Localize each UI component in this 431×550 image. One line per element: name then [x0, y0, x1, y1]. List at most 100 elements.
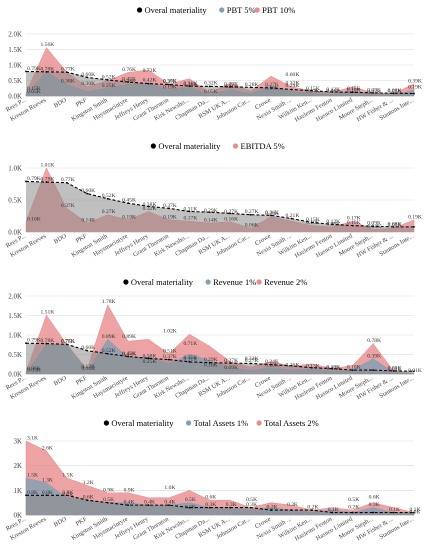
data-label: 0.28K: [183, 82, 197, 88]
materiality-point: [229, 362, 232, 364]
data-label: 0.1K: [389, 507, 400, 513]
data-label: 0.3K: [369, 502, 380, 508]
materiality-point: [208, 506, 211, 509]
materiality-point: [413, 511, 415, 514]
data-label: 0.3K: [205, 502, 216, 508]
data-label: 0.25K: [102, 83, 116, 89]
materiality-point: [392, 369, 395, 372]
data-label: 0.7K: [62, 492, 73, 498]
data-label: 0.16K: [265, 362, 279, 368]
data-label: 0.19K: [408, 214, 422, 220]
materiality-point: [331, 511, 334, 514]
data-label: 0.19K: [163, 85, 177, 91]
data-label: 0.60K: [81, 345, 95, 351]
materiality-point: [127, 504, 130, 507]
data-label: 0.06K: [27, 366, 41, 372]
data-label: 0.27K: [224, 209, 238, 215]
materiality-point: [106, 501, 109, 504]
data-label: 1.02K: [163, 329, 177, 335]
materiality-point: [168, 358, 170, 361]
data-label: 0.52K: [102, 74, 116, 80]
data-label: 0.16K: [224, 216, 238, 222]
data-label: 0.15K: [347, 86, 361, 92]
y-tick-label: 2K: [13, 462, 22, 470]
data-label: 0.5K: [348, 497, 359, 503]
data-label: 0.45K: [122, 351, 136, 357]
y-tick-label: 2.0K: [8, 31, 22, 39]
materiality-point: [331, 367, 334, 370]
x-tick-label: BDO: [53, 515, 69, 528]
data-label: 0.27K: [245, 358, 259, 364]
y-tick-label: 0.0K: [8, 93, 22, 101]
data-label: 0.32K: [143, 206, 157, 212]
data-label: 0.06K: [81, 366, 95, 372]
materiality-point: [331, 91, 334, 93]
chart-panel-2: Overal materiality EBITDA 5% 0.0K 0.5K 1.0K 0…: [5, 141, 422, 260]
data-label: 0.29K: [224, 82, 238, 88]
materiality-point: [249, 506, 252, 509]
materiality-point: [270, 87, 272, 89]
materiality-point: [229, 506, 232, 509]
data-label: 0.89K: [122, 334, 136, 340]
data-label: 1.51K: [40, 310, 54, 316]
materiality-line: [26, 494, 414, 514]
materiality-point: [310, 221, 313, 224]
y-tick-label: 1.5K: [8, 46, 22, 54]
data-label: 1.01K: [40, 163, 54, 169]
data-label: 0.71K: [183, 341, 197, 347]
materiality-line: [25, 180, 414, 228]
data-label: 0.38K: [61, 79, 75, 85]
data-label: 0.5K: [185, 497, 196, 503]
x-tick-label: BDO: [53, 232, 69, 245]
legend-marker-3: [256, 420, 262, 426]
data-label: 0.12K: [326, 87, 340, 93]
data-label: 0.09K: [224, 365, 238, 371]
materiality-point: [310, 509, 313, 511]
materiality-point: [25, 494, 27, 497]
data-label: 0.8K: [42, 490, 53, 496]
data-label: 0.6K: [369, 495, 380, 501]
materiality-point: [270, 509, 272, 511]
data-label: 0.77K: [61, 67, 75, 73]
data-label: 0.31K: [183, 207, 197, 213]
data-label: 0.2K: [348, 505, 359, 511]
materiality-point: [45, 342, 48, 345]
legend-label-1: Overal materiality: [131, 277, 194, 287]
materiality-point: [208, 211, 211, 214]
data-label: 0.31K: [183, 81, 197, 87]
data-label: 0.35K: [183, 355, 197, 361]
data-label: 0.2K: [307, 505, 318, 511]
data-label: 0.78K: [40, 177, 54, 183]
y-tick-label: 0K: [13, 512, 22, 520]
data-label: 0.15K: [306, 217, 320, 223]
data-label: 0.13K: [306, 363, 320, 369]
legend-marker-3: [254, 7, 260, 13]
data-label: 0.17K: [183, 216, 197, 222]
data-label: 0.01K: [408, 368, 422, 374]
data-label: 0.06K: [388, 223, 402, 229]
materiality-point: [45, 494, 48, 497]
materiality-point: [86, 349, 89, 352]
data-label: 0.2K: [185, 505, 196, 511]
area-series-total-assets-2-: [25, 440, 415, 516]
materiality-point: [188, 361, 191, 363]
data-label: 0.16K: [27, 216, 41, 222]
materiality-point: [168, 83, 170, 86]
materiality-point: [392, 225, 395, 228]
data-label: 1.3K: [42, 477, 53, 483]
materiality-point: [127, 81, 130, 83]
materiality-point: [65, 494, 68, 497]
data-label: 0.78K: [40, 338, 54, 344]
data-label: 0.6K: [83, 495, 94, 501]
data-label: 3.1K: [27, 436, 38, 442]
data-label: 0.25K: [143, 359, 157, 365]
data-label: 0.21K: [286, 213, 300, 219]
data-label: 0.51K: [163, 349, 177, 355]
materiality-point: [188, 85, 191, 87]
data-label: 0.14K: [204, 218, 218, 224]
materiality-point: [45, 70, 48, 73]
materiality-point: [168, 504, 170, 507]
data-label: 1.5K: [27, 473, 38, 479]
chart-panel-4: Overal materiality Total Assets 1% Total A…: [5, 418, 421, 543]
